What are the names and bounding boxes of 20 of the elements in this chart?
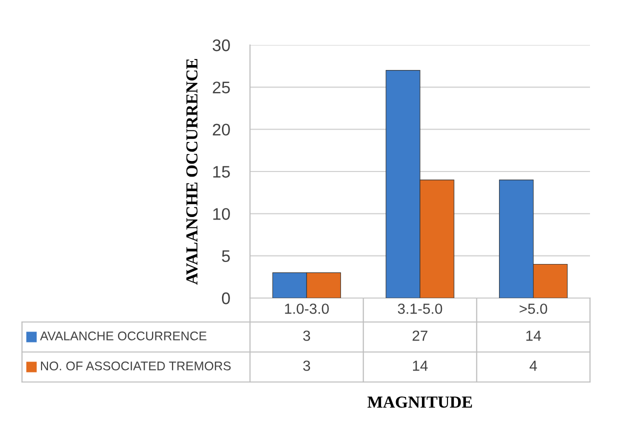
data-label: 14	[526, 330, 542, 341]
data-label: 3	[303, 330, 310, 341]
y-axis-title: AVALANCHE OCCURRENCE	[186, 58, 198, 285]
data-label: 3	[303, 360, 310, 371]
y-tick-label: 10	[213, 208, 230, 220]
x-tick-label: 1.0-3.0	[285, 304, 329, 314]
y-tick-label: 30	[212, 39, 230, 52]
data-label: 4	[530, 360, 537, 371]
y-tick-label: 15	[213, 166, 230, 178]
data-label: 14	[413, 360, 428, 371]
x-tick-label: >5.0	[520, 304, 548, 314]
x-tick-label: 3.1-5.0	[398, 304, 442, 314]
legend-label: NO. OF ASSOCIATED TREMORS	[41, 362, 231, 370]
x-axis-title: MAGNITUDE	[368, 396, 472, 408]
legend-label: AVALANCHE OCCURRENCE	[40, 332, 206, 340]
y-tick-label: 5	[222, 250, 230, 262]
y-tick-label: 0	[222, 292, 230, 304]
y-tick-label: 20	[212, 124, 230, 136]
y-tick-label: 25	[212, 82, 230, 94]
data-label: 27	[412, 330, 428, 341]
